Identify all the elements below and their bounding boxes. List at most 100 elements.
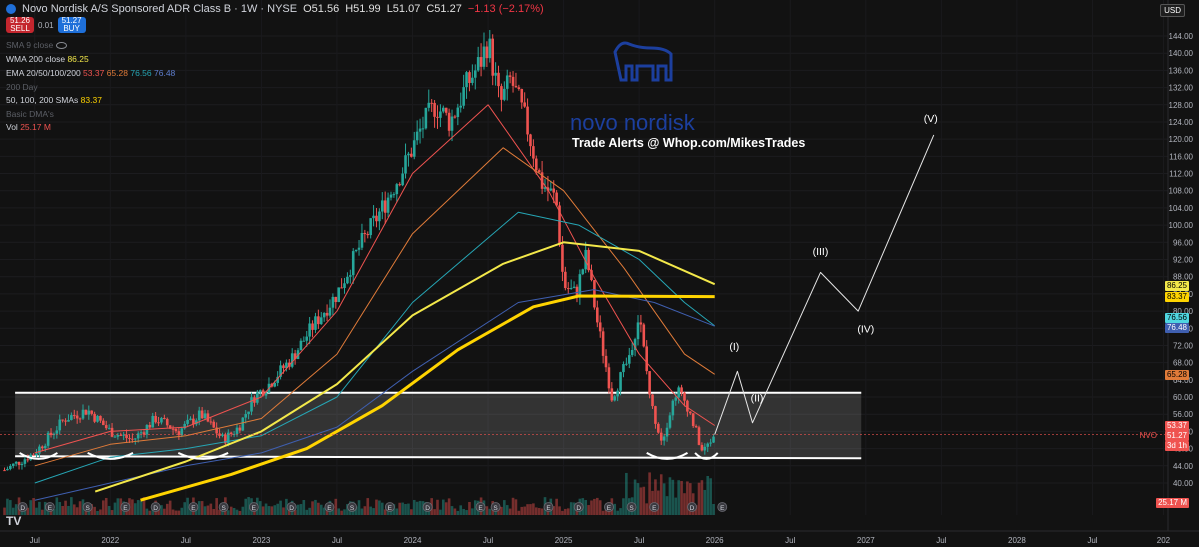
candle-body [418, 128, 422, 132]
volume-bar [322, 507, 326, 515]
volume-bar [104, 497, 108, 515]
candle-body [334, 296, 338, 303]
candle-body [526, 106, 529, 135]
candle-body [694, 426, 698, 428]
volume-bar [302, 499, 306, 515]
volume-bar [453, 508, 457, 515]
event-marker [324, 502, 335, 512]
range-bottom-line [15, 455, 862, 460]
ema20-line [34, 104, 715, 454]
candle-body [375, 215, 378, 222]
label-ema50: 65.28 [1164, 370, 1189, 380]
label-volume: 25.17 M [1156, 498, 1189, 508]
candle-body [357, 247, 361, 250]
y-tick-label: 108.00 [1169, 187, 1194, 196]
y-tick-label: 136.00 [1169, 66, 1194, 75]
candle-body [543, 187, 547, 189]
volume-bar [258, 501, 262, 515]
volume-bar [273, 505, 277, 515]
candle-body [479, 57, 483, 67]
indicator-smas[interactable]: 50, 100, 200 SMAs 83.37 [6, 95, 102, 105]
y-tick-label: 96.00 [1173, 238, 1194, 247]
indicator-sma9[interactable]: SMA 9 close [6, 40, 68, 50]
volume-bar [212, 509, 216, 515]
candle-body [453, 116, 457, 118]
candle-body [529, 134, 532, 147]
x-tick-label: Jul [30, 536, 40, 545]
candle-body [549, 188, 553, 191]
volume-bar [598, 500, 602, 515]
ohlc-close: C51.27 [426, 3, 462, 15]
volume-bar [331, 509, 335, 515]
indicator-200day[interactable]: 200 Day [6, 82, 38, 92]
candle-body [360, 232, 364, 248]
candle-body [61, 419, 64, 421]
eye-icon[interactable] [56, 42, 68, 50]
candle-body [264, 392, 268, 396]
event-marker-label: E [478, 505, 483, 512]
volume-bar [299, 504, 303, 515]
event-marker-label: D [690, 505, 695, 512]
volume-bar [459, 505, 463, 515]
candle-body [534, 158, 538, 171]
volume-bar [282, 507, 285, 515]
volume-bar [436, 499, 439, 515]
y-tick-label: 68.00 [1173, 359, 1194, 368]
volume-bar [235, 509, 239, 515]
candle-body [561, 244, 564, 272]
volume-bar [433, 509, 436, 515]
indicator-wma200[interactable]: WMA 200 close 86.25 [6, 54, 89, 64]
volume-bar [380, 502, 384, 515]
symbol-header: Novo Nordisk A/S Sponsored ADR Class B ·… [6, 3, 544, 15]
candle-body [366, 234, 370, 236]
x-tick-label: 202 [1157, 536, 1171, 545]
volume-bar [407, 503, 410, 515]
volume-bar [375, 499, 378, 515]
label-ticker: NVO [1139, 431, 1157, 440]
candle-body [462, 87, 465, 106]
candle-body [712, 436, 715, 443]
indicator-ema[interactable]: EMA 20/50/100/200 53.37 65.28 76.56 76.4… [6, 68, 176, 78]
volume-bar [363, 506, 367, 515]
volume-bar [116, 498, 120, 515]
buy-button[interactable]: 51.27 BUY [57, 17, 86, 33]
event-marker [490, 502, 501, 512]
sell-button[interactable]: 51.26 SELL [6, 17, 34, 33]
x-tick-label: 2024 [404, 536, 422, 545]
volume-bar [642, 486, 646, 515]
candle-body [209, 421, 213, 423]
candle-body [183, 423, 186, 429]
volume-bar [360, 508, 364, 515]
volume-bar [537, 508, 541, 515]
indicator-volume[interactable]: Vol 25.17 M [6, 122, 51, 132]
volume-bar [285, 498, 288, 515]
currency-button[interactable]: USD [1160, 4, 1185, 17]
candle-body [363, 232, 367, 235]
volume-bar [404, 503, 407, 515]
wave-label: (I) [729, 341, 739, 353]
volume-bar [529, 504, 532, 515]
indicator-dma[interactable]: Basic DMA's [6, 109, 54, 119]
volume-bar [87, 508, 91, 515]
volume-bar [378, 500, 381, 515]
candle-body [410, 153, 413, 157]
brand-bull-icon [613, 41, 673, 82]
candle-body [308, 323, 311, 337]
volume-bar [505, 505, 509, 515]
candle-body [616, 390, 619, 397]
volume-bar [450, 506, 454, 515]
candle-body [444, 107, 448, 113]
volume-bar [639, 487, 643, 515]
candle-body [523, 102, 526, 107]
candle-body [465, 72, 468, 88]
tradingview-logo[interactable]: TV [6, 514, 22, 528]
candle-body [581, 269, 585, 275]
candle-body [598, 322, 602, 332]
volume-bar [72, 504, 76, 515]
volume-bar [317, 502, 320, 515]
volume-bar [142, 497, 146, 515]
candle-body [389, 194, 393, 198]
volume-bar [11, 507, 15, 515]
volume-bar [96, 510, 99, 515]
